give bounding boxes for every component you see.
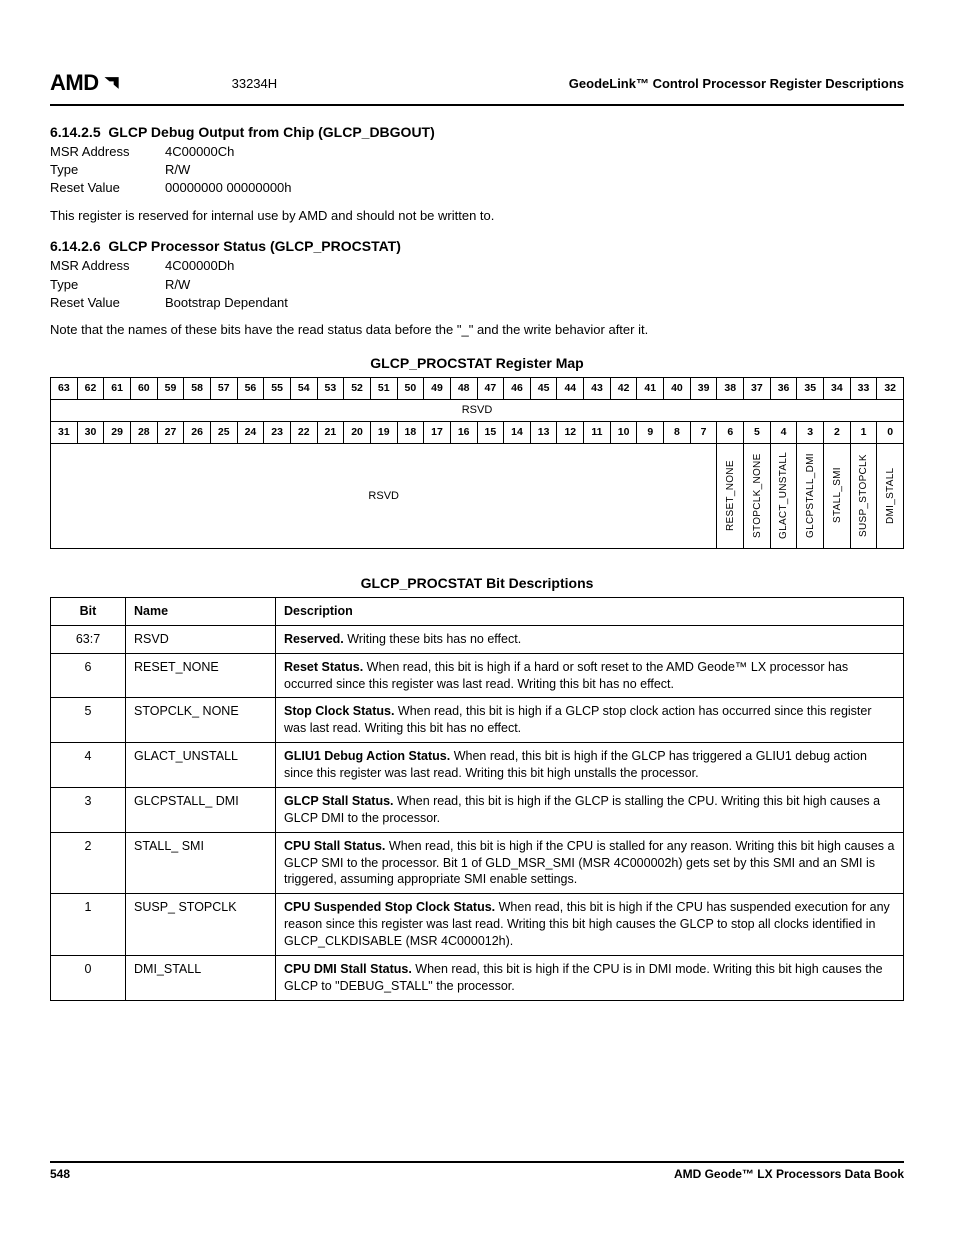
label-reset-value-2: Reset Value (50, 294, 165, 312)
label-msr-address-1: MSR Address (50, 143, 165, 161)
table-row: 4GLACT_UNSTALLGLIU1 Debug Action Status.… (51, 743, 904, 788)
bit-0-label: DMI_STALL (877, 443, 904, 548)
register-map-table: 63626160 59585756 55545352 51504948 4746… (50, 377, 904, 549)
amd-arrow-icon (102, 74, 122, 92)
logo-text: AMD (50, 70, 99, 96)
section1-note: This register is reserved for internal u… (50, 208, 904, 225)
section-heading-1: 6.14.2.5 GLCP Debug Output from Chip (GL… (50, 124, 904, 140)
value-reset-value-2: Bootstrap Dependant (165, 294, 288, 312)
table-row: 5STOPCLK_ NONEStop Clock Status. When re… (51, 698, 904, 743)
section2-note: Note that the names of these bits have t… (50, 322, 904, 339)
col-header-desc: Description (276, 597, 904, 625)
doc-header-title: GeodeLink™ Control Processor Register De… (569, 76, 904, 91)
bit-3-label: GLCPSTALL_DMI (797, 443, 824, 548)
col-header-name: Name (126, 597, 276, 625)
bitdesc-title: GLCP_PROCSTAT Bit Descriptions (50, 575, 904, 591)
value-msr-address-1: 4C00000Ch (165, 143, 234, 161)
bit-row-low: 31302928 27262524 23222120 19181716 1514… (51, 421, 904, 443)
value-msr-address-2: 4C00000Dh (165, 257, 234, 275)
footer-book-title: AMD Geode™ LX Processors Data Book (674, 1167, 904, 1181)
table-row: 0DMI_STALLCPU DMI Stall Status. When rea… (51, 955, 904, 1000)
label-type-2: Type (50, 276, 165, 294)
value-type-1: R/W (165, 161, 190, 179)
table-row: 6RESET_NONEReset Status. When read, this… (51, 653, 904, 698)
table-row: 3GLCPSTALL_ DMIGLCP Stall Status. When r… (51, 787, 904, 832)
label-msr-address-2: MSR Address (50, 257, 165, 275)
rsvd-low: RSVD (51, 443, 717, 548)
doc-number: 33234H (232, 76, 278, 91)
label-reset-value-1: Reset Value (50, 179, 165, 197)
regmap-title: GLCP_PROCSTAT Register Map (50, 355, 904, 371)
bit-4-label: GLACT_UNSTALL (770, 443, 797, 548)
header-rule (50, 104, 904, 106)
bit-description-table: Bit Name Description 63:7RSVDReserved. W… (50, 597, 904, 1001)
bit-6-label: RESET_NONE (717, 443, 744, 548)
bit-2-label: STALL_SMI (824, 443, 851, 548)
table-row: 1SUSP_ STOPCLKCPU Suspended Stop Clock S… (51, 894, 904, 956)
table-row: 2STALL_ SMICPU Stall Status. When read, … (51, 832, 904, 894)
section-heading-2: 6.14.2.6 GLCP Processor Status (GLCP_PRO… (50, 238, 904, 254)
rsvd-high: RSVD (51, 399, 904, 421)
col-header-bit: Bit (51, 597, 126, 625)
amd-logo: AMD (50, 70, 122, 96)
value-reset-value-1: 00000000 00000000h (165, 179, 292, 197)
bit-5-label: STOPCLK_NONE (744, 443, 771, 548)
table-row: 63:7RSVDReserved. Writing these bits has… (51, 625, 904, 653)
bit-1-label: SUSP_STOPCLK (850, 443, 877, 548)
footer-page-number: 548 (50, 1167, 70, 1181)
bit-row-high: 63626160 59585756 55545352 51504948 4746… (51, 377, 904, 399)
value-type-2: R/W (165, 276, 190, 294)
label-type-1: Type (50, 161, 165, 179)
